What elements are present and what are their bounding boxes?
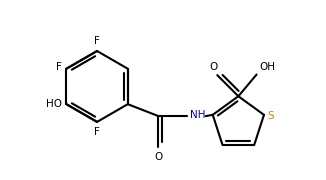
Text: F: F: [94, 36, 100, 46]
Text: NH: NH: [190, 110, 206, 120]
Text: HO: HO: [46, 99, 62, 109]
Text: OH: OH: [259, 62, 275, 72]
Text: O: O: [209, 62, 217, 72]
Text: S: S: [268, 111, 274, 121]
Text: F: F: [94, 127, 100, 137]
Text: O: O: [154, 152, 163, 162]
Text: F: F: [56, 62, 62, 72]
